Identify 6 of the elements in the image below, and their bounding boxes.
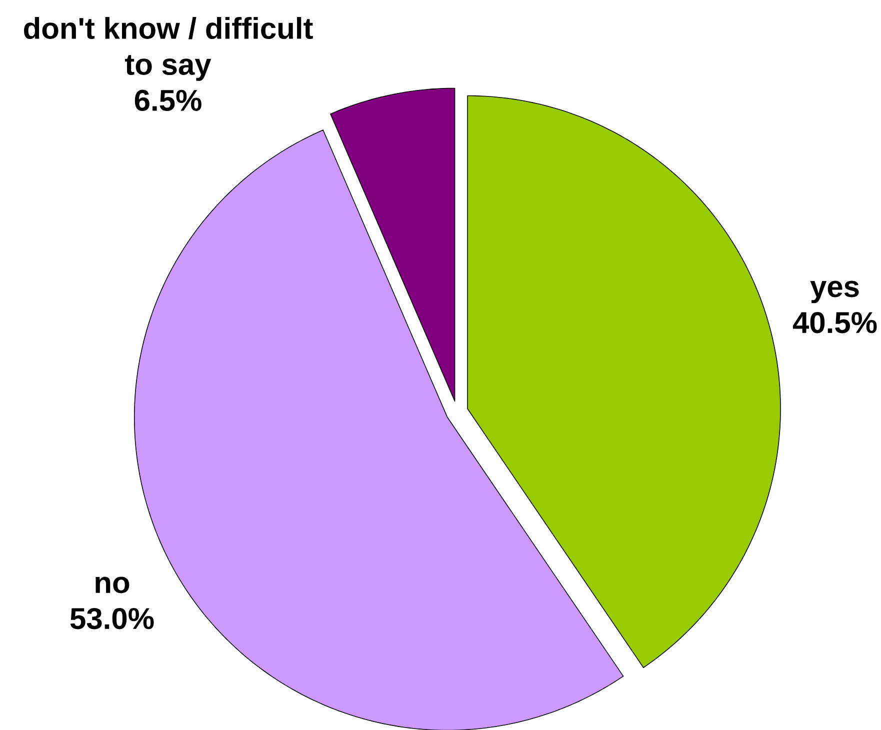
- slice-label: yes: [810, 280, 859, 304]
- data-label: 53.0%: [70, 608, 154, 630]
- slice-label: don't know / difficult to say: [24, 16, 313, 81]
- slice-label: no: [96, 576, 130, 594]
- data-label: 40.5%: [792, 312, 877, 334]
- data-label: 6.5%: [134, 90, 202, 112]
